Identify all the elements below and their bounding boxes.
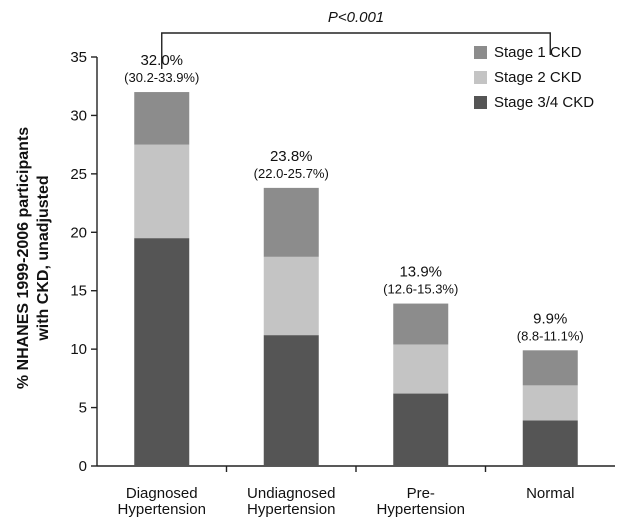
bar-ci-label: (30.2-33.9%): [124, 70, 199, 85]
bar-segment: [134, 238, 190, 466]
y-axis-label: % NHANES 1999-2006 participants with CKD,…: [15, 127, 52, 389]
bar-annotations: 32.0%(30.2-33.9%)23.8%(22.0-25.7%)13.9%(…: [124, 52, 584, 343]
bar-segment: [263, 187, 319, 257]
y-tick-label: 0: [79, 458, 87, 475]
significance-bracket: P<0.001: [161, 9, 551, 69]
bar-ci-label: (22.0-25.7%): [254, 166, 329, 181]
bar-segment: [393, 344, 449, 394]
legend-swatch: [474, 46, 487, 59]
bar-segment: [134, 92, 190, 145]
bar-segment: [522, 350, 578, 386]
x-category-label: Pre-: [407, 485, 435, 502]
legend-swatch: [474, 71, 487, 84]
bar-segment: [522, 385, 578, 421]
y-tick-label: 20: [70, 224, 87, 241]
y-axis-label-group: % NHANES 1999-2006 participants with CKD,…: [15, 127, 52, 389]
y-tick-label: 25: [70, 166, 87, 183]
legend: Stage 1 CKD Stage 2 CKD Stage 3/4 CKD: [474, 44, 594, 111]
legend-swatch: [474, 96, 487, 109]
x-category-label: Diagnosed: [126, 485, 198, 502]
significance-bracket-line: [161, 32, 551, 69]
legend-entry-label: Stage 1 CKD: [494, 44, 582, 61]
legend-entry-label: Stage 3/4 CKD: [494, 94, 594, 111]
y-tick-label: 10: [70, 341, 87, 358]
y-axis-label-line: with CKD, unadjusted: [35, 175, 52, 341]
bar-segment: [522, 420, 578, 466]
y-tick-label: 35: [70, 49, 87, 66]
y-axis-label-line: % NHANES 1999-2006 participants: [15, 127, 32, 389]
legend-entry-label: Stage 2 CKD: [494, 69, 582, 86]
x-category-label: Hypertension: [118, 501, 206, 518]
bar-segment: [393, 303, 449, 345]
bars: [134, 92, 578, 466]
y-tick-label: 30: [70, 107, 87, 124]
x-category-label: Undiagnosed: [247, 485, 335, 502]
y-tick-label: 15: [70, 283, 87, 300]
bar-total-label: 23.8%: [270, 148, 313, 165]
bar-segment: [134, 144, 190, 239]
bar-ci-label: (12.6-15.3%): [383, 282, 458, 297]
bar-segment: [263, 335, 319, 466]
bar-segment: [263, 256, 319, 336]
bar-ci-label: (8.8-11.1%): [517, 328, 584, 343]
bar-segment: [393, 393, 449, 466]
y-tick-label: 5: [79, 400, 87, 417]
x-category-label: Normal: [526, 485, 574, 502]
axes: 05101520253035DiagnosedHypertensionUndia…: [70, 49, 615, 518]
p-value-label: P<0.001: [328, 9, 384, 26]
x-category-label: Hypertension: [377, 501, 465, 518]
x-category-label: Hypertension: [247, 501, 335, 518]
bar-total-label: 13.9%: [399, 264, 442, 281]
bar-total-label: 9.9%: [533, 310, 567, 327]
